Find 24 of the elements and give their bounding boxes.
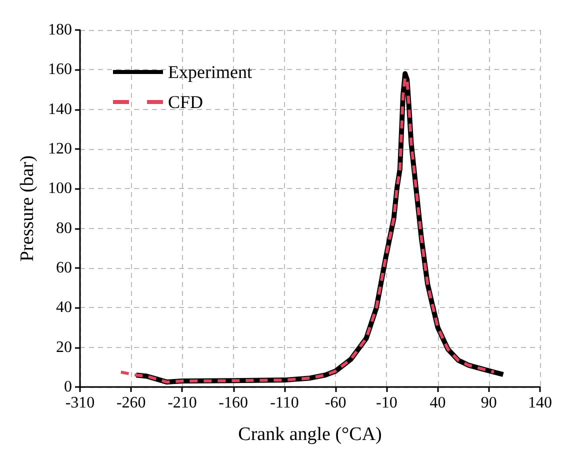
legend-label: Experiment <box>168 62 252 82</box>
y-tick-label: 40 <box>56 299 72 316</box>
y-tick-label: 80 <box>56 220 72 237</box>
x-tick-label: -10 <box>376 394 398 412</box>
x-tick-label: -210 <box>168 394 197 412</box>
x-tick-label: -110 <box>270 394 299 412</box>
x-tick-label: -60 <box>324 394 346 412</box>
x-tick-label: -310 <box>65 394 95 412</box>
y-axis-title: Pressure (bar) <box>17 155 38 262</box>
y-tick-label: 0 <box>64 378 72 396</box>
x-tick-label: -160 <box>218 394 248 412</box>
x-tick-label: 140 <box>528 394 552 412</box>
y-tick-label: 100 <box>48 180 72 198</box>
x-tick-label: 90 <box>480 394 497 412</box>
y-tick-label: 140 <box>48 100 72 118</box>
y-tick-label: 60 <box>56 260 72 276</box>
y-tick-label: 180 <box>48 22 72 38</box>
x-tick-label: 40 <box>430 394 446 412</box>
x-tick-label: -260 <box>116 394 146 412</box>
legend-label: CFD <box>168 92 204 112</box>
y-tick-label: 120 <box>48 140 72 158</box>
y-tick-label: 20 <box>56 338 72 356</box>
x-axis-title: Crank angle (°CA) <box>238 424 382 445</box>
y-tick-label: 160 <box>48 61 72 78</box>
